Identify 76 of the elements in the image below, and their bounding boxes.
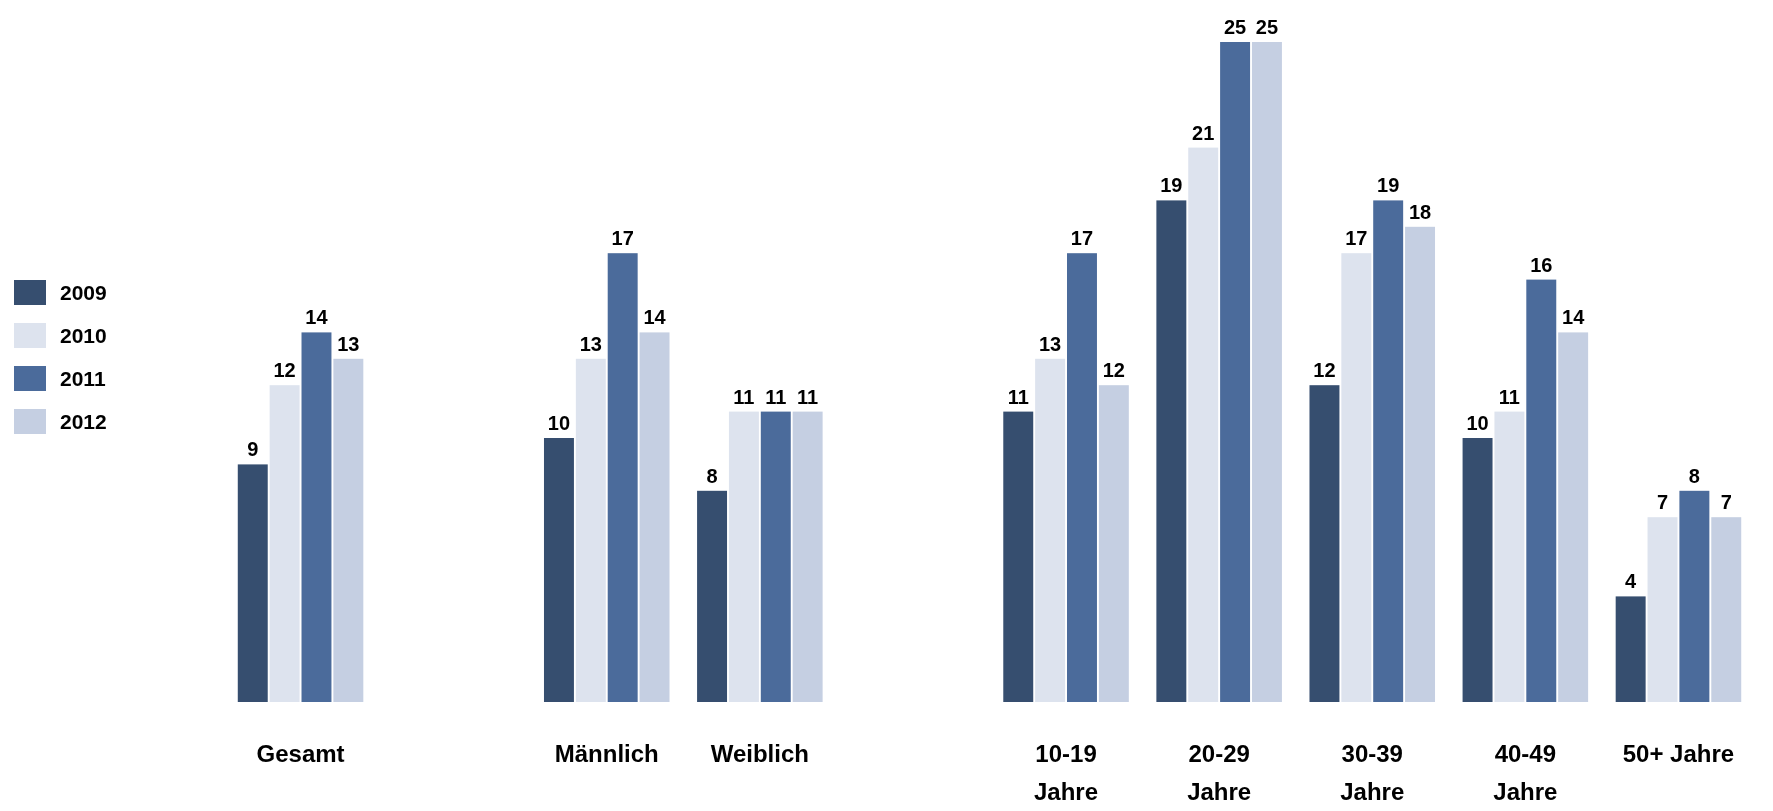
bar [697, 490, 728, 702]
bar [1494, 411, 1525, 702]
data-label: 12 [273, 359, 296, 382]
data-label: 16 [1530, 253, 1553, 276]
bar [607, 253, 638, 702]
bar [1647, 517, 1678, 702]
bar [1220, 42, 1251, 702]
legend-label: 2012 [60, 410, 107, 433]
data-label: 10 [547, 412, 571, 434]
bar [1188, 147, 1219, 702]
bar [639, 332, 670, 702]
data-label: 4 [1625, 570, 1638, 593]
data-label: 17 [611, 227, 634, 250]
data-label: 17 [1070, 227, 1094, 250]
bar [1067, 253, 1097, 702]
bar [1251, 42, 1282, 702]
data-label: 11 [1498, 385, 1520, 408]
bar [792, 411, 823, 702]
x-tick-label: 20-29 Jahre [1187, 740, 1252, 805]
legend-label: 2010 [60, 324, 107, 347]
data-label: 14 [643, 306, 667, 329]
data-label: 8 [1688, 464, 1700, 487]
data-label: 13 [579, 332, 602, 355]
data-label: 13 [1038, 332, 1062, 355]
bar [1309, 385, 1340, 702]
data-label: 18 [1408, 200, 1432, 223]
bar [237, 464, 268, 702]
legend-label: 2009 [60, 281, 107, 304]
bar [1558, 332, 1589, 702]
bar [1462, 438, 1493, 702]
legend-label: 2011 [60, 367, 106, 390]
bar [1615, 596, 1646, 702]
data-label: 7 [1656, 491, 1669, 514]
data-label: 7 [1720, 491, 1732, 514]
bar [1003, 411, 1034, 702]
data-label: 19 [1377, 174, 1400, 197]
data-label: 14 [305, 306, 329, 329]
bar [575, 358, 606, 702]
x-tick-label: 10-19 Jahre [1034, 740, 1099, 805]
bar [1098, 385, 1129, 702]
x-tick-label: 50+ Jahre [1622, 740, 1735, 767]
bar [760, 411, 791, 702]
bar [1341, 253, 1372, 702]
bar [1373, 200, 1404, 702]
data-label: 12 [1102, 359, 1125, 382]
data-label: 19 [1160, 174, 1183, 197]
data-label: 25 [1255, 16, 1279, 38]
data-label: 8 [706, 464, 718, 487]
data-label: 17 [1345, 227, 1368, 250]
data-label: 25 [1223, 16, 1247, 38]
bar [1679, 490, 1710, 702]
x-tick-label: Gesamt [256, 740, 345, 767]
bar [543, 438, 574, 702]
data-label: 12 [1313, 359, 1336, 382]
bar [269, 385, 300, 702]
data-label: 11 [797, 385, 819, 408]
bar [1526, 279, 1557, 702]
data-label: 11 [1007, 385, 1029, 408]
x-tick-label: Weiblich [710, 740, 809, 767]
bar [333, 358, 364, 702]
x-tick-label: 30-39 Jahre [1340, 740, 1405, 805]
data-label: 13 [337, 332, 360, 355]
data-label: 9 [247, 438, 259, 461]
bar [1405, 226, 1436, 702]
bar [1711, 517, 1742, 702]
bar [1035, 358, 1066, 702]
data-label: 10 [1466, 412, 1489, 434]
data-label: 21 [1192, 121, 1215, 144]
bar [728, 411, 759, 702]
data-label: 14 [1562, 306, 1586, 329]
x-tick-label: Männlich [554, 740, 659, 767]
data-label: 11 [765, 385, 787, 408]
bar [1156, 200, 1187, 702]
x-tick-label: 40-49 Jahre [1493, 740, 1558, 805]
data-label: 11 [733, 385, 755, 408]
bar [301, 332, 332, 702]
